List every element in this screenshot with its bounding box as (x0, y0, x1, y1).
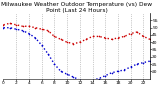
Title: Milwaukee Weather Outdoor Temperature (vs) Dew Point (Last 24 Hours): Milwaukee Weather Outdoor Temperature (v… (1, 2, 152, 13)
